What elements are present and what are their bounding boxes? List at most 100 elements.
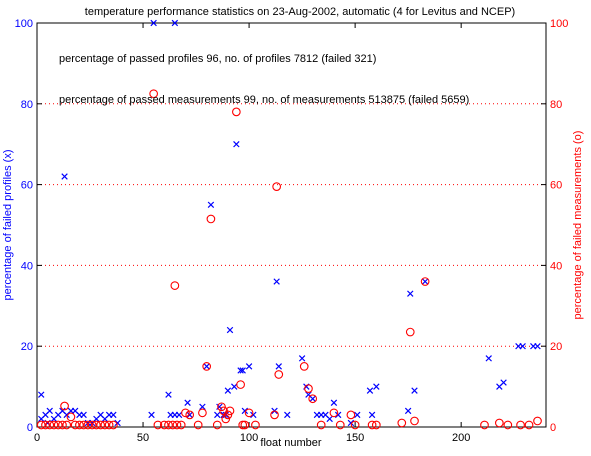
profile-point-x (250, 411, 257, 419)
measurement-point-o (420, 277, 430, 286)
marks (36, 19, 542, 430)
measurement-point-o (198, 408, 207, 418)
measurement-point-o (79, 420, 89, 430)
profile-point-x (334, 411, 342, 419)
measurement-point-o (60, 401, 69, 411)
profile-point-x (485, 355, 492, 362)
measurement-point-o (193, 420, 203, 430)
measurement-point-o (41, 420, 50, 430)
profile-point-x (214, 411, 221, 419)
profile-point-x (284, 411, 291, 419)
measurement-point-o (480, 420, 489, 430)
measurement-point-o (221, 414, 231, 424)
profile-point-x (186, 411, 193, 419)
measurement-point-o (104, 420, 114, 430)
measurement-point-o (87, 420, 97, 430)
profile-point-x (203, 363, 210, 370)
measurement-point-o (397, 418, 407, 428)
measurement-point-o (49, 420, 59, 430)
profile-point-x (239, 367, 246, 374)
profile-point-x (38, 391, 45, 398)
x-tick-label: 100 (240, 432, 258, 444)
measurement-point-o (299, 362, 309, 371)
profile-point-x (298, 355, 306, 362)
measurement-point-o (83, 420, 93, 430)
measurement-point-o (149, 89, 158, 99)
profile-point-x (80, 411, 87, 419)
measurement-point-o (244, 408, 254, 418)
measurement-point-o (164, 420, 173, 430)
profile-point-x (150, 19, 157, 27)
y-tick-label-left: 100 (15, 18, 33, 30)
profile-point-x (199, 403, 206, 411)
profile-point-x (273, 278, 280, 285)
profile-point-x (373, 383, 380, 390)
measurement-point-o (367, 420, 377, 430)
y-tick-label-left: 60 (21, 180, 33, 192)
profile-point-x (500, 379, 507, 386)
profile-point-x (207, 201, 215, 209)
measurement-point-o (251, 420, 260, 430)
y-axis-label-left: percentage of failed profiles (x) (2, 149, 14, 300)
measurement-point-o (153, 420, 163, 430)
profile-point-x (404, 407, 412, 415)
measurement-point-o (181, 408, 190, 418)
x-tick-label: 50 (137, 432, 149, 444)
measurement-point-o (170, 281, 180, 290)
measurement-point-o (232, 107, 241, 117)
profile-point-x (245, 363, 253, 370)
profile-point-x (347, 419, 355, 427)
profile-point-x (534, 342, 541, 350)
measurement-point-o (410, 416, 419, 426)
measurement-point-o (350, 420, 360, 430)
profile-point-x (368, 411, 376, 419)
measurement-point-o (270, 410, 279, 420)
annotation-profiles: percentage of passed profiles 96, no. of… (59, 53, 376, 65)
y-tick-label-left: 0 (27, 422, 33, 434)
measurement-point-o (272, 182, 282, 191)
profile-point-x (226, 326, 234, 334)
profile-point-x (421, 278, 429, 285)
measurement-point-o (58, 420, 67, 430)
profile-point-x (231, 383, 238, 390)
profile-point-x (171, 19, 179, 27)
annotation-measurements: percentage of passed measurements 99, no… (59, 94, 469, 106)
measurement-point-o (240, 420, 250, 430)
profile-point-x (46, 407, 53, 415)
profile-point-x (519, 342, 526, 350)
y-tick-label-right: 100 (550, 18, 568, 30)
x-tick-label: 150 (346, 432, 364, 444)
measurement-point-o (176, 420, 186, 430)
measurement-point-o (494, 418, 504, 428)
plot-frame (36, 22, 547, 428)
measurement-point-o (335, 420, 345, 430)
measurement-point-o (223, 410, 233, 420)
measurement-point-o (516, 420, 525, 430)
profile-point-x (366, 387, 374, 394)
y-tick-label-left: 80 (21, 99, 33, 111)
measurement-point-o (304, 384, 313, 393)
profile-point-x (275, 363, 282, 370)
measurement-point-o (206, 214, 216, 224)
measurement-point-o (533, 416, 542, 426)
profile-point-x (330, 399, 338, 406)
profile-point-x (354, 411, 361, 419)
measurement-point-o (371, 420, 381, 430)
y-tick-label-left: 20 (21, 341, 33, 353)
measurement-point-o (53, 420, 63, 430)
measurement-point-o (236, 380, 245, 389)
measurement-point-o (70, 420, 80, 430)
measurement-point-o (405, 327, 415, 337)
measurement-point-o (308, 394, 318, 404)
measurement-point-o (185, 410, 195, 420)
profile-point-x (407, 290, 414, 297)
profile-point-x (309, 395, 316, 402)
measurement-point-o (66, 412, 76, 422)
measurement-point-o (238, 420, 248, 430)
profile-point-x (148, 411, 155, 419)
profile-point-x (175, 411, 183, 419)
grid (37, 103, 546, 347)
measurement-point-o (329, 408, 339, 418)
